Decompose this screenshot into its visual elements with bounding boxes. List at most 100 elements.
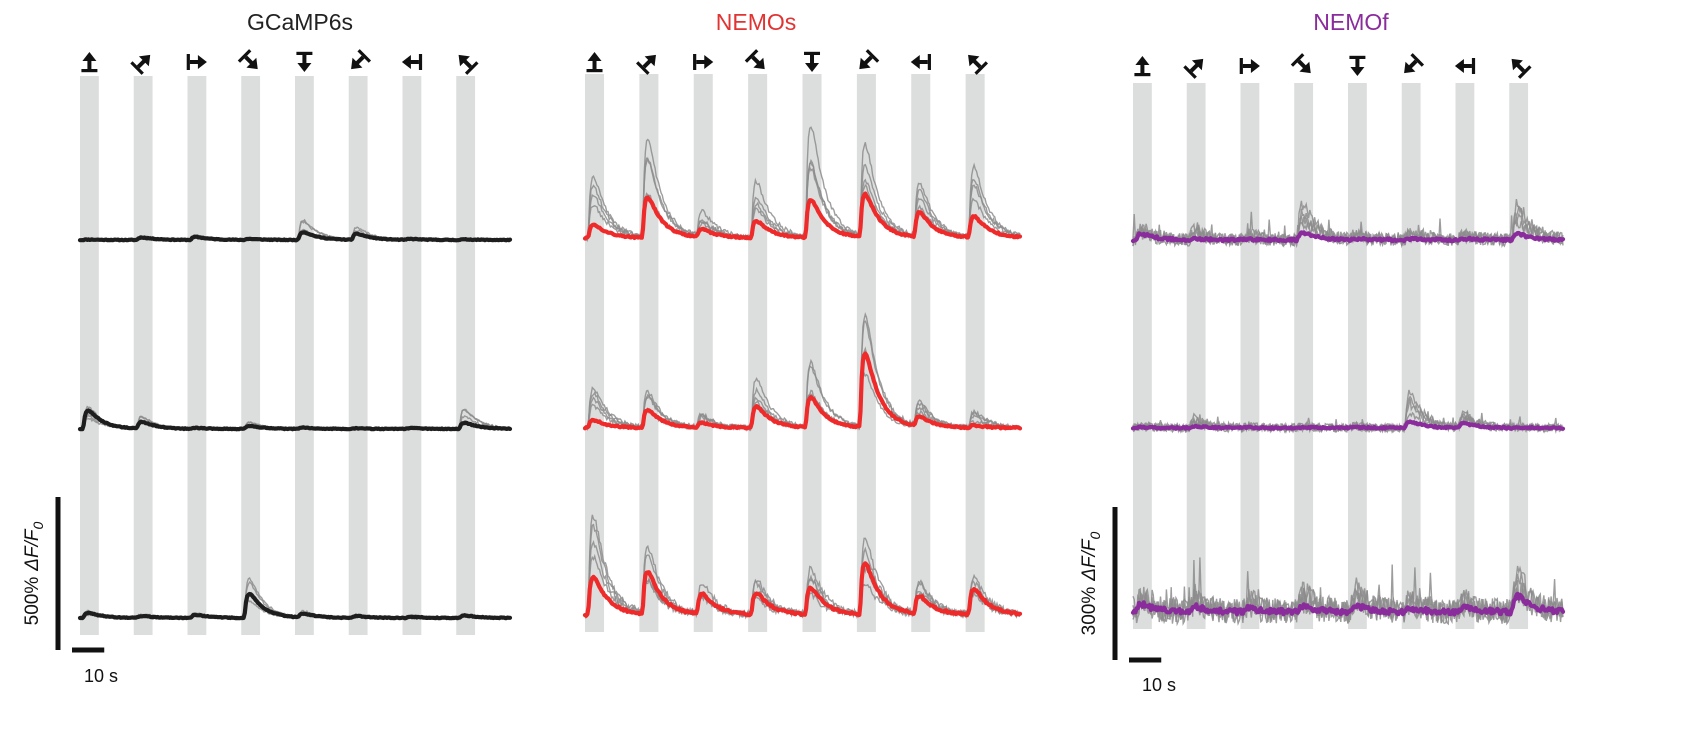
arrow-bar [744, 49, 759, 63]
direction-arrow-up-right-icon [636, 54, 656, 75]
direction-arrow-left-icon [1454, 58, 1476, 74]
direction-arrow-up-right-icon [1183, 58, 1204, 79]
trace-row [582, 126, 1023, 243]
direction-arrow-down-right-icon [744, 49, 765, 70]
arrow-bar [1410, 53, 1425, 67]
y-scale-label: 500% ΔF/F0 [22, 521, 46, 625]
stimulus-band [1133, 83, 1152, 629]
arrow-bar [1471, 58, 1476, 74]
stimulus-band [241, 76, 261, 635]
trace-row [582, 514, 1023, 620]
y-scale-symbol: ΔF/F [1079, 538, 1100, 582]
arrow-head [805, 55, 820, 72]
direction-arrow-down-right-icon [1290, 53, 1311, 74]
arrow-bar [1290, 53, 1305, 67]
arrow-bar [464, 61, 479, 75]
arrow-head [1454, 59, 1472, 73]
stimulus-band [1509, 83, 1529, 629]
arrow-bar [927, 54, 931, 70]
direction-arrow-down-left-icon [351, 49, 372, 70]
arrow-head [587, 52, 602, 69]
direction-arrow-up-left-icon [1511, 58, 1532, 79]
trace-row [582, 312, 1023, 432]
arrow-head [751, 55, 765, 70]
stimulus-band [295, 76, 314, 635]
arrow-bar [974, 61, 989, 75]
arrow-bar [1239, 58, 1243, 74]
arrow-bar [1517, 65, 1532, 79]
stimulus-band [348, 76, 368, 635]
arrow-bar [81, 69, 98, 73]
stimulus-band [1186, 83, 1206, 629]
direction-arrow-left-icon [910, 54, 931, 70]
arrow-head [82, 52, 97, 69]
direction-arrow-right-icon [693, 54, 714, 70]
direction-arrow-up-icon [1134, 56, 1151, 77]
stimulus-band [693, 74, 713, 632]
stimulus-band [187, 76, 207, 635]
arrow-head [297, 55, 312, 72]
mean-trace [582, 191, 1023, 241]
direction-arrow-down-right-icon [237, 49, 258, 70]
stimulus-band [1455, 83, 1475, 629]
direction-arrow-up-right-icon [130, 54, 151, 75]
stimulus-band [402, 76, 422, 635]
arrow-head [1404, 59, 1418, 74]
trace-row [77, 577, 513, 621]
arrow-head [1350, 59, 1365, 76]
trace-row [77, 218, 513, 243]
arrow-head [1135, 56, 1150, 73]
direction-arrow-down-icon [296, 51, 313, 72]
arrow-head [1242, 59, 1260, 73]
arrow-bar [586, 69, 603, 73]
arrow-bar [693, 54, 697, 70]
panel-nemos: NEMOs [582, 9, 1023, 632]
arrow-bar [130, 61, 144, 75]
y-scale-label: 300% ΔF/F0 [1079, 531, 1103, 635]
direction-arrow-up-left-icon [458, 54, 479, 75]
arrow-bar [636, 61, 650, 75]
direction-arrow-up-left-icon [968, 54, 989, 75]
arrow-bar [1134, 73, 1151, 77]
mean-trace [1130, 591, 1566, 617]
direction-arrow-down-left-icon [1404, 53, 1425, 74]
mean-trace [77, 591, 513, 621]
y-scale-subscript: 0 [1087, 531, 1103, 539]
x-scale-bar [1129, 657, 1162, 663]
y-scale-value: 300% [1079, 587, 1100, 636]
arrow-head [1511, 58, 1526, 73]
arrow-head [859, 55, 873, 70]
arrow-head [910, 55, 928, 69]
mean-trace [582, 351, 1023, 431]
arrow-head [351, 55, 365, 70]
direction-arrow-down-icon [1349, 55, 1366, 76]
arrow-bar [237, 49, 252, 63]
arrow-head [1189, 58, 1204, 73]
stimulus-band [1294, 83, 1314, 629]
direction-arrow-up-icon [586, 52, 603, 73]
panel-title: NEMOf [1313, 9, 1389, 35]
stimulus-band [965, 74, 985, 632]
trace-row [1130, 198, 1566, 249]
x-scale-label: 10 s [84, 666, 118, 686]
stimulus-band [911, 74, 931, 632]
trace-row [1130, 557, 1566, 627]
y-scale-symbol: ΔF/F [22, 528, 43, 572]
mean-trace [582, 561, 1023, 618]
y-scale-bar [1112, 507, 1118, 660]
arrow-head [642, 54, 656, 69]
direction-arrow-left-icon [401, 54, 423, 70]
arrow-head [968, 54, 982, 69]
arrow-bar [1349, 55, 1366, 59]
y-scale-bar [55, 497, 61, 650]
stimulus-band [1240, 83, 1260, 629]
arrow-bar [865, 49, 880, 63]
arrow-head [401, 55, 419, 69]
arrow-bar [804, 51, 821, 55]
mean-trace [77, 230, 513, 243]
trial-trace [1132, 214, 1564, 249]
direction-arrow-right-icon [1239, 58, 1260, 74]
mean-trace [77, 408, 513, 432]
y-scale-value: 500% [22, 577, 43, 626]
x-scale-bar [72, 647, 105, 653]
